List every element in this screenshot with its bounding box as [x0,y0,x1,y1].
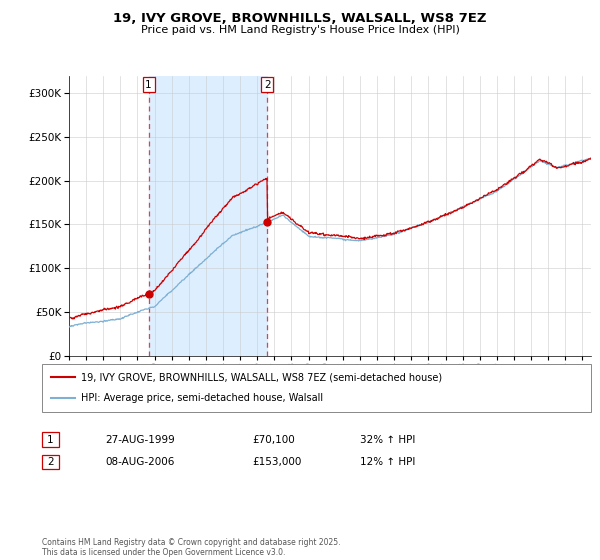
Text: 2: 2 [264,80,271,90]
Text: 19, IVY GROVE, BROWNHILLS, WALSALL, WS8 7EZ: 19, IVY GROVE, BROWNHILLS, WALSALL, WS8 … [113,12,487,25]
Text: 12% ↑ HPI: 12% ↑ HPI [360,457,415,467]
Text: Price paid vs. HM Land Registry's House Price Index (HPI): Price paid vs. HM Land Registry's House … [140,25,460,35]
Bar [149,76,267,356]
Text: Contains HM Land Registry data © Crown copyright and database right 2025.
This d: Contains HM Land Registry data © Crown c… [42,538,341,557]
Text: 19, IVY GROVE, BROWNHILLS, WALSALL, WS8 7EZ (semi-detached house): 19, IVY GROVE, BROWNHILLS, WALSALL, WS8 … [81,372,442,382]
Text: 08-AUG-2006: 08-AUG-2006 [105,457,175,467]
Text: 2: 2 [47,457,54,467]
Text: £153,000: £153,000 [252,457,301,467]
Text: HPI: Average price, semi-detached house, Walsall: HPI: Average price, semi-detached house,… [81,393,323,403]
Text: 27-AUG-1999: 27-AUG-1999 [105,435,175,445]
Text: 1: 1 [47,435,54,445]
Text: 1: 1 [145,80,152,90]
Text: 32% ↑ HPI: 32% ↑ HPI [360,435,415,445]
Text: £70,100: £70,100 [252,435,295,445]
